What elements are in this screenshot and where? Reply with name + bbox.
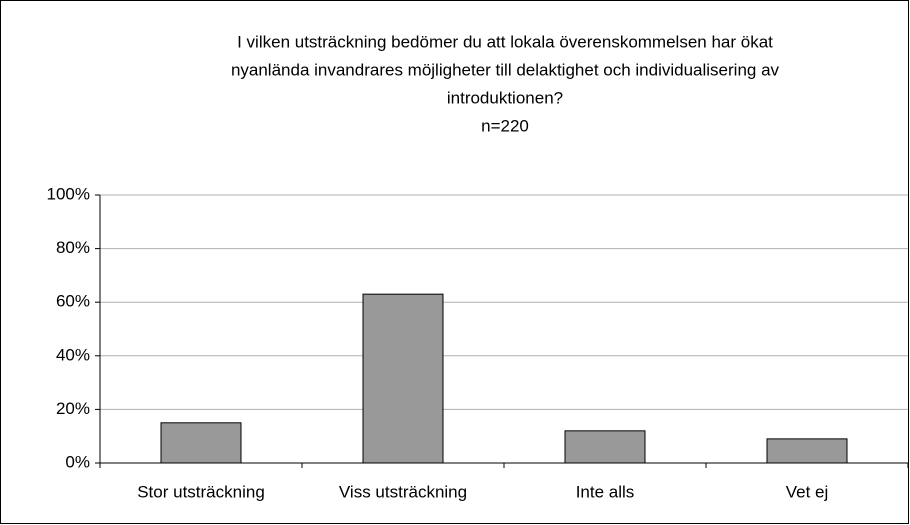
x-tick-label: Stor utsträckning	[137, 482, 265, 501]
chart-subtitle: n=220	[481, 116, 529, 135]
bar	[564, 430, 646, 464]
bar	[766, 438, 848, 464]
x-tick-label: Inte alls	[576, 482, 635, 501]
chart-title-line: nyanlända invandrares möjligheter till d…	[231, 60, 780, 79]
y-tick-label: 0%	[65, 452, 90, 471]
y-tick-label: 20%	[56, 399, 90, 418]
bar	[160, 422, 242, 464]
y-tick-label: 100%	[47, 184, 90, 203]
chart-title-line: introduktionen?	[447, 88, 563, 107]
y-tick-label: 80%	[56, 238, 90, 257]
y-tick-label: 40%	[56, 345, 90, 364]
x-tick-label: Viss utsträckning	[339, 482, 467, 501]
x-tick-label: Vet ej	[786, 482, 829, 501]
bar	[362, 293, 444, 464]
y-tick-label: 60%	[56, 292, 90, 311]
chart-title-line: I vilken utsträckning bedömer du att lok…	[237, 32, 773, 51]
